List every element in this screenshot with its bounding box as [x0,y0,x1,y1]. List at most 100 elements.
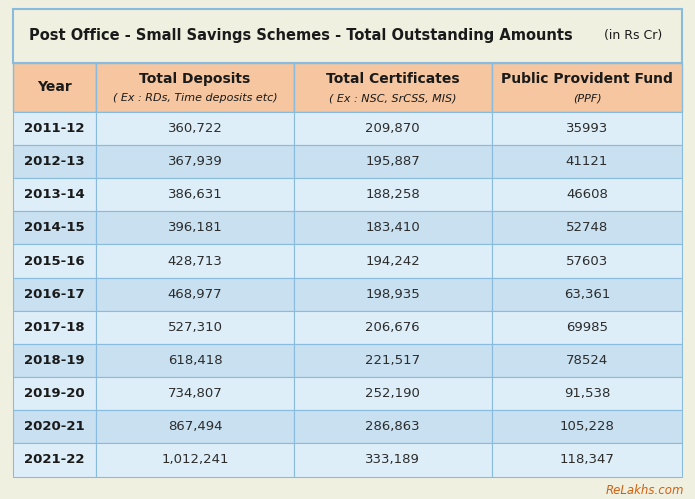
Text: 2015-16: 2015-16 [24,254,85,267]
Text: 209,870: 209,870 [366,122,420,135]
Text: Total Deposits: Total Deposits [140,72,251,86]
Text: (in Rs Cr): (in Rs Cr) [592,29,662,42]
Text: ( Ex : NSC, SrCSS, MIS): ( Ex : NSC, SrCSS, MIS) [329,93,457,103]
Text: 91,538: 91,538 [564,387,610,400]
FancyBboxPatch shape [491,145,682,178]
FancyBboxPatch shape [491,112,682,145]
Text: 118,347: 118,347 [559,454,614,467]
FancyBboxPatch shape [96,311,294,344]
Text: 428,713: 428,713 [167,254,222,267]
FancyBboxPatch shape [491,63,682,112]
Text: 41121: 41121 [566,155,608,168]
Text: Post Office - Small Savings Schemes - Total Outstanding Amounts: Post Office - Small Savings Schemes - To… [28,28,573,43]
FancyBboxPatch shape [294,145,491,178]
FancyBboxPatch shape [96,211,294,245]
FancyBboxPatch shape [491,344,682,377]
Text: 527,310: 527,310 [167,321,222,334]
FancyBboxPatch shape [294,277,491,311]
FancyBboxPatch shape [96,344,294,377]
FancyBboxPatch shape [96,63,294,112]
Text: ( Ex : RDs, Time deposits etc): ( Ex : RDs, Time deposits etc) [113,93,277,103]
Text: 206,676: 206,676 [366,321,420,334]
Text: 2018-19: 2018-19 [24,354,85,367]
FancyBboxPatch shape [491,377,682,410]
Text: 188,258: 188,258 [366,188,420,201]
Text: 183,410: 183,410 [366,222,420,235]
FancyBboxPatch shape [96,377,294,410]
Text: 252,190: 252,190 [366,387,420,400]
FancyBboxPatch shape [294,444,491,477]
FancyBboxPatch shape [96,444,294,477]
FancyBboxPatch shape [13,211,96,245]
FancyBboxPatch shape [96,145,294,178]
Text: (PPF): (PPF) [573,93,601,103]
FancyBboxPatch shape [294,178,491,211]
Text: 63,361: 63,361 [564,288,610,301]
FancyBboxPatch shape [491,178,682,211]
Text: Year: Year [37,80,72,94]
FancyBboxPatch shape [491,444,682,477]
Text: 333,189: 333,189 [366,454,420,467]
Text: 2020-21: 2020-21 [24,420,85,433]
FancyBboxPatch shape [13,377,96,410]
FancyBboxPatch shape [96,112,294,145]
FancyBboxPatch shape [13,311,96,344]
FancyBboxPatch shape [13,178,96,211]
Text: 221,517: 221,517 [365,354,420,367]
Text: 2012-13: 2012-13 [24,155,85,168]
Text: 734,807: 734,807 [167,387,222,400]
FancyBboxPatch shape [491,245,682,277]
FancyBboxPatch shape [294,311,491,344]
FancyBboxPatch shape [491,277,682,311]
FancyBboxPatch shape [96,410,294,444]
Text: 194,242: 194,242 [366,254,420,267]
FancyBboxPatch shape [96,178,294,211]
Text: 360,722: 360,722 [167,122,222,135]
FancyBboxPatch shape [294,344,491,377]
FancyBboxPatch shape [294,245,491,277]
Text: 618,418: 618,418 [167,354,222,367]
Text: 35993: 35993 [566,122,608,135]
Text: 468,977: 468,977 [167,288,222,301]
Text: 2019-20: 2019-20 [24,387,85,400]
Text: 386,631: 386,631 [167,188,222,201]
Text: 2017-18: 2017-18 [24,321,85,334]
FancyBboxPatch shape [294,377,491,410]
FancyBboxPatch shape [294,63,491,112]
FancyBboxPatch shape [294,112,491,145]
Text: 867,494: 867,494 [167,420,222,433]
Text: 46608: 46608 [566,188,608,201]
FancyBboxPatch shape [96,277,294,311]
FancyBboxPatch shape [13,444,96,477]
Text: 52748: 52748 [566,222,608,235]
FancyBboxPatch shape [13,277,96,311]
FancyBboxPatch shape [13,63,96,112]
Text: 2014-15: 2014-15 [24,222,85,235]
FancyBboxPatch shape [13,9,682,63]
FancyBboxPatch shape [13,112,96,145]
Text: ReLakhs.com: ReLakhs.com [606,484,685,497]
Text: 69985: 69985 [566,321,608,334]
FancyBboxPatch shape [13,410,96,444]
Text: 195,887: 195,887 [366,155,420,168]
FancyBboxPatch shape [13,145,96,178]
Text: 286,863: 286,863 [366,420,420,433]
Text: Public Provident Fund: Public Provident Fund [501,72,673,86]
FancyBboxPatch shape [491,211,682,245]
Text: Total Certificates: Total Certificates [326,72,459,86]
Text: 57603: 57603 [566,254,608,267]
Text: 2016-17: 2016-17 [24,288,85,301]
Text: 2021-22: 2021-22 [24,454,85,467]
Text: 367,939: 367,939 [167,155,222,168]
FancyBboxPatch shape [294,410,491,444]
Text: 2011-12: 2011-12 [24,122,85,135]
FancyBboxPatch shape [491,311,682,344]
FancyBboxPatch shape [96,245,294,277]
FancyBboxPatch shape [294,211,491,245]
Text: 198,935: 198,935 [366,288,420,301]
Text: 396,181: 396,181 [167,222,222,235]
FancyBboxPatch shape [13,245,96,277]
Text: 1,012,241: 1,012,241 [161,454,229,467]
Text: 78524: 78524 [566,354,608,367]
Text: 105,228: 105,228 [559,420,614,433]
